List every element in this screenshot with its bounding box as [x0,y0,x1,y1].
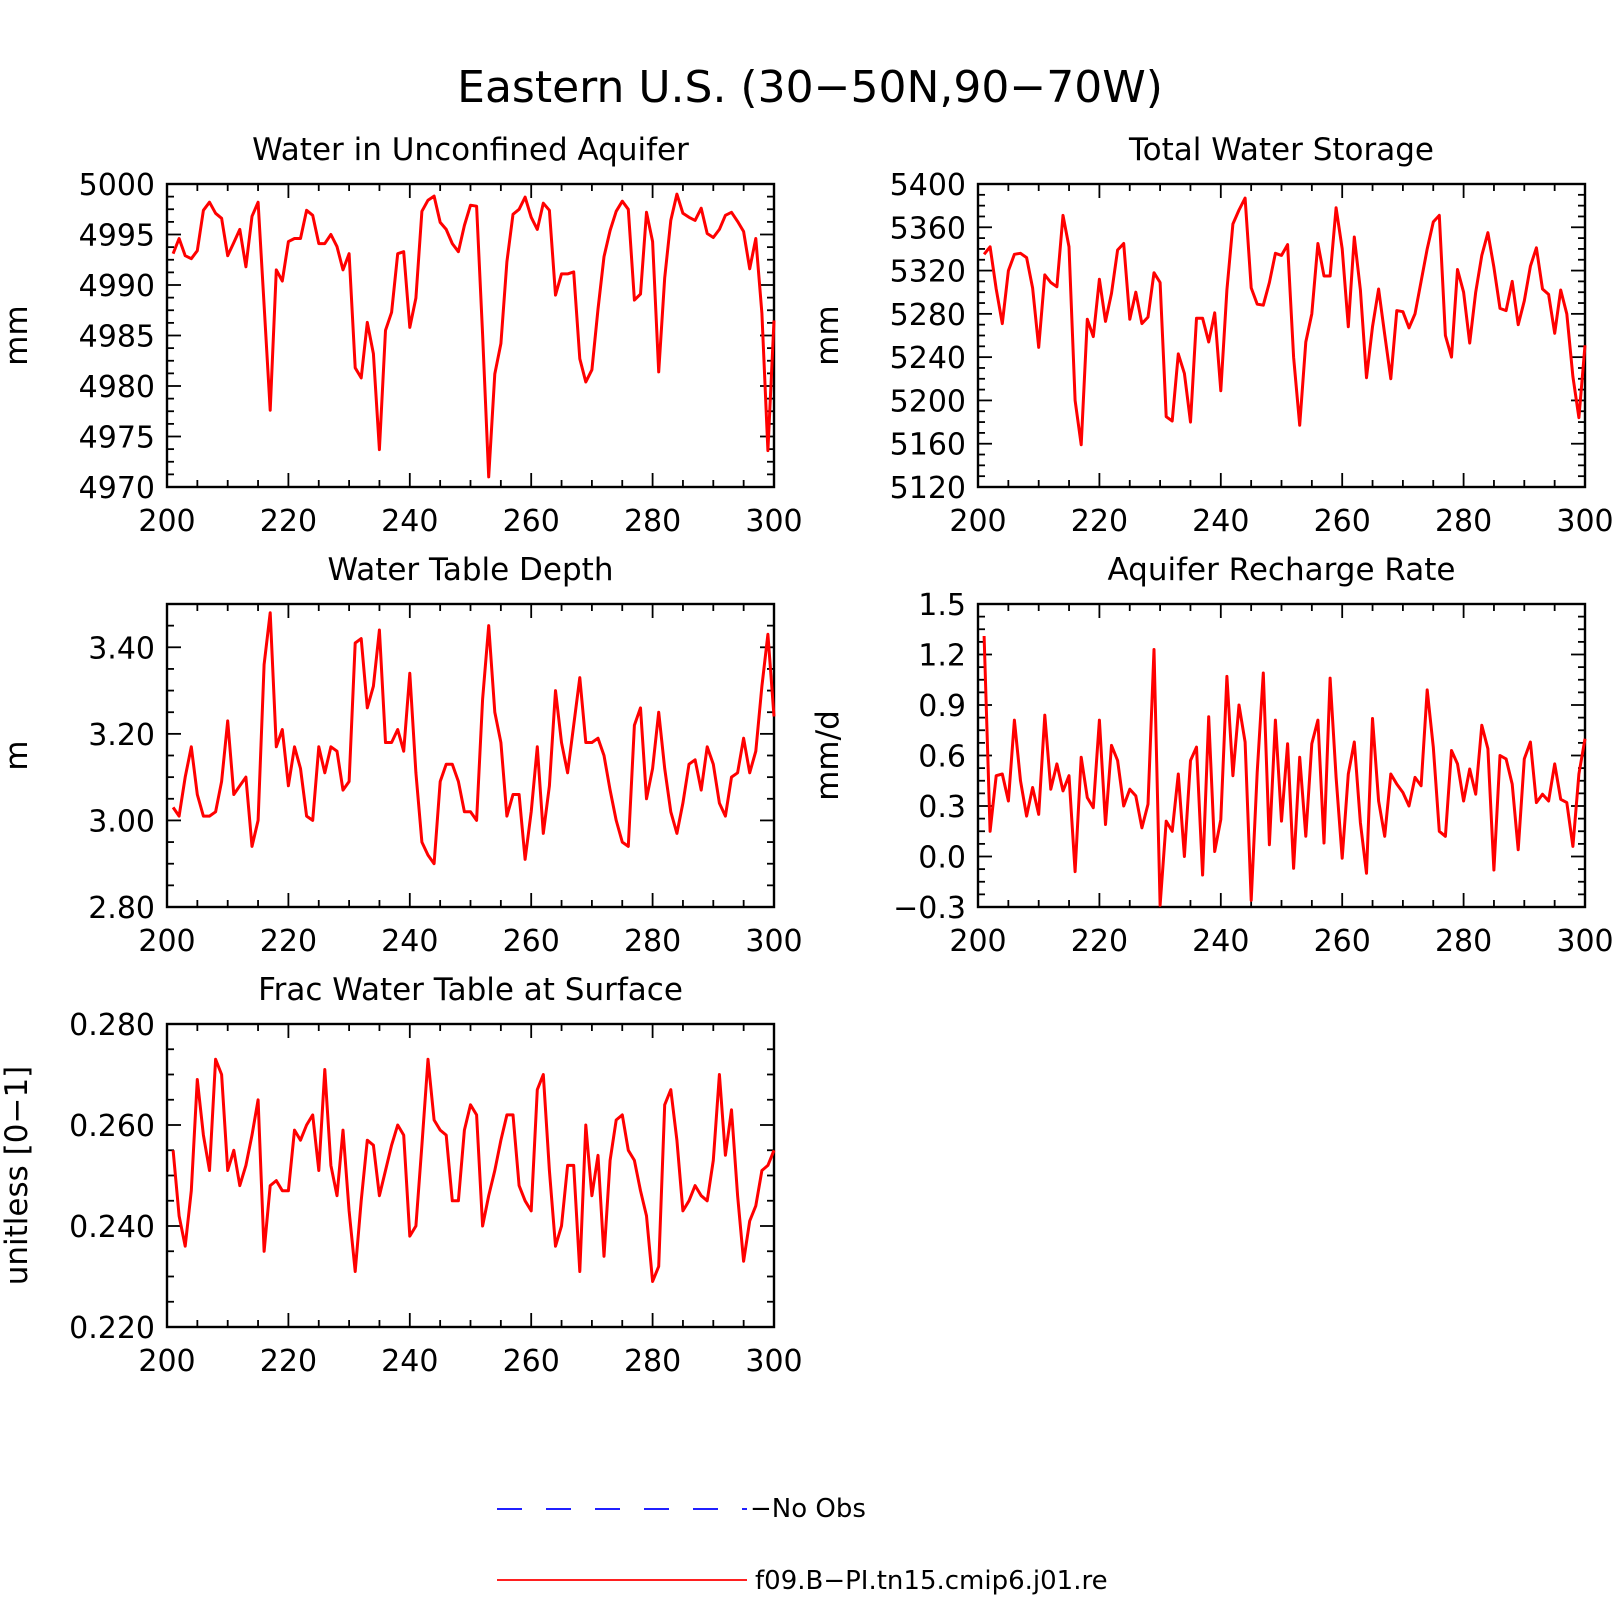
y-axis-label: mm [810,305,846,365]
x-tick-label: 260 [1314,504,1371,539]
x-tick-label: 240 [381,924,438,959]
y-tick-label: 0.3 [918,790,966,825]
y-tick-label: 4975 [79,421,155,456]
panel-total-water-storage: 200 220 240 260 280 300 5120 5160 5200 5240 5280 53… [810,132,1614,539]
panel-frac-water-table: 200 220 240 260 280 300 0.220 0.240 0.260 0.280 Fr… [0,972,803,1379]
y-tick-label: 4970 [79,471,155,506]
x-tick-label: 260 [503,504,560,539]
y-tick-label: 3.40 [88,631,155,666]
series-line-total-water-storage [982,196,1587,447]
panel-title: Frac Water Table at Surface [258,972,683,1008]
x-tick-label: 200 [949,504,1006,539]
y-tick-label: 5400 [890,168,966,203]
legend-label-model: f09.B−PI.tn15.cmip6.j01.re [755,1566,1108,1596]
y-tick-label: 0.260 [69,1109,155,1144]
x-tick-label: 200 [138,924,195,959]
x-tick-label: 200 [949,924,1006,959]
plot-frame [165,602,776,909]
x-tick-label: 260 [1314,924,1371,959]
x-tick-label: 220 [1071,504,1128,539]
y-tick-label: 5160 [890,428,966,463]
x-tick-label: 280 [1435,924,1492,959]
panel-title: Water in Unconfined Aquifer [252,132,689,168]
x-tick-label: 300 [1556,924,1613,959]
x-tick-label: 280 [1435,504,1492,539]
y-tick-label: −0.3 [893,891,966,926]
y-tick-label: 5240 [890,341,966,376]
series-line-recharge-rate [982,635,1587,907]
y-tick-label: 5000 [79,168,155,203]
x-tick-label: 280 [624,924,681,959]
y-tick-label: 4990 [79,269,155,304]
legend: −No Obs f09.B−PI.tn15.cmip6.j01.re [497,1494,1108,1596]
x-tick-label: 300 [1556,504,1613,539]
x-tick-label: 220 [1071,924,1128,959]
y-tick-label: 1.2 [918,639,966,674]
y-tick-label: 4995 [79,219,155,254]
x-tick-label: 220 [260,504,317,539]
y-tick-label: 5280 [890,298,966,333]
panel-unconfined-aquifer: 200 220 240 260 280 300 4970 4975 4980 4985 4990 49… [0,132,803,539]
y-axis-label: mm/d [810,710,846,801]
y-tick-label: 0.0 [918,841,966,876]
x-tick-label: 220 [260,1344,317,1379]
x-tick-label: 300 [745,1344,802,1379]
x-tick-label: 240 [1192,504,1249,539]
y-tick-label: 3.00 [88,804,155,839]
legend-label-no-obs: −No Obs [750,1494,866,1524]
x-tick-label: 200 [138,1344,195,1379]
series-line-unconfined-aquifer [171,192,776,479]
y-tick-label: 1.5 [918,588,966,623]
series-line-frac-water-table [171,1057,776,1283]
panel-title: Aquifer Recharge Rate [1108,552,1456,588]
y-tick-label: 0.240 [69,1210,155,1245]
panel-water-table-depth: 200 220 240 260 280 300 2.80 3.00 3.20 3.40 Water … [0,552,803,959]
y-tick-label: 5200 [890,384,966,419]
x-tick-label: 280 [624,504,681,539]
x-tick-label: 260 [503,924,560,959]
y-axis-label: unitless [0−1] [0,1066,35,1286]
y-tick-label: 4980 [79,370,155,405]
x-tick-label: 260 [503,1344,560,1379]
y-tick-label: 4985 [79,320,155,355]
y-tick-label: 5360 [890,211,966,246]
x-tick-label: 200 [138,504,195,539]
y-tick-label: 2.80 [88,891,155,926]
x-tick-label: 240 [381,504,438,539]
x-tick-label: 300 [745,504,802,539]
figure-title: Eastern U.S. (30−50N,90−70W) [457,62,1163,113]
panels: 200 220 240 260 280 300 4970 4975 4980 4985 4990 49… [0,132,1614,1379]
plot-frame [165,1022,776,1329]
y-tick-label: 3.20 [88,718,155,753]
y-axis-label: m [0,740,35,770]
y-tick-label: 0.9 [918,689,966,724]
x-tick-label: 240 [381,1344,438,1379]
y-tick-label: 5120 [890,471,966,506]
y-tick-label: 0.6 [918,740,966,775]
x-tick-label: 300 [745,924,802,959]
x-tick-label: 280 [624,1344,681,1379]
y-tick-label: 5320 [890,255,966,290]
panel-title: Total Water Storage [1128,132,1434,168]
x-tick-label: 240 [1192,924,1249,959]
panel-recharge-rate: 200 220 240 260 280 300 −0.3 0.0 0.3 0.6 0.9 1.2 1.5… [810,552,1614,959]
plot-frame [976,182,1587,489]
y-tick-label: 0.280 [69,1008,155,1043]
panel-title: Water Table Depth [328,552,614,588]
y-tick-label: 0.220 [69,1311,155,1346]
series-line-water-table-depth [171,611,776,866]
y-axis-label: mm [0,305,35,365]
x-tick-label: 220 [260,924,317,959]
plot-frame [165,182,776,489]
